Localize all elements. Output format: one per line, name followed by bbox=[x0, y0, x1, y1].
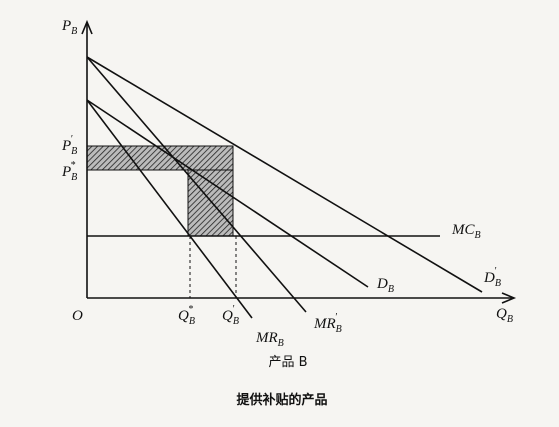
mr-prime bbox=[86, 56, 307, 313]
curve-label-sub: B bbox=[475, 230, 481, 241]
demand bbox=[86, 99, 369, 288]
quantity-label: QB′ bbox=[222, 304, 239, 327]
curve-label-sup: ′ bbox=[494, 266, 497, 277]
origin-label: O bbox=[72, 308, 83, 324]
curve-label: DB bbox=[376, 276, 394, 295]
price-label-sub: B bbox=[71, 146, 77, 157]
curve-label: MRB′ bbox=[313, 312, 342, 335]
x-axis-label: QB bbox=[496, 306, 513, 325]
quantity-label-base: Q bbox=[178, 308, 189, 324]
demand-prime bbox=[86, 56, 483, 293]
shaded-area bbox=[86, 145, 234, 237]
price-label-sup: ′ bbox=[70, 134, 73, 145]
curve-label-sup: ′ bbox=[335, 312, 338, 323]
price-label-base: P bbox=[61, 164, 71, 180]
caption: 产品 B bbox=[268, 355, 307, 370]
y-axis-label: PB bbox=[61, 18, 77, 37]
y-arrow bbox=[81, 19, 93, 35]
curve-label-base: D bbox=[376, 276, 388, 292]
price-label-sub: B bbox=[71, 172, 77, 183]
curve-label-sub: B bbox=[336, 324, 342, 335]
x-axis-label-sub: B bbox=[507, 314, 513, 325]
title: 提供补贴的产品 bbox=[236, 392, 327, 408]
curve-label-base: MR bbox=[255, 330, 278, 346]
quantity-label-sub: B bbox=[189, 316, 195, 327]
price-label-base: P bbox=[61, 138, 71, 154]
curve-label-base: D bbox=[483, 270, 495, 286]
curve-label-sub: B bbox=[495, 278, 501, 289]
mr bbox=[86, 99, 253, 319]
quantity-label-base: Q bbox=[222, 308, 233, 324]
quantity-label-sub: B bbox=[233, 316, 239, 327]
price-label: PB′ bbox=[61, 134, 77, 157]
curve-label-base: MC bbox=[451, 222, 475, 238]
curve-label: MRB bbox=[255, 330, 284, 349]
curve-label-sub: B bbox=[278, 338, 284, 349]
curve-label-base: MR bbox=[313, 316, 336, 332]
x-arrow bbox=[501, 292, 517, 304]
y-axis-label-sub: B bbox=[71, 26, 77, 37]
y-axis-label-base: P bbox=[61, 18, 71, 34]
curve-label: DB′ bbox=[483, 266, 501, 289]
curve-label-sub: B bbox=[388, 284, 394, 295]
price-label-sup: * bbox=[70, 160, 75, 171]
price-label: PB* bbox=[61, 160, 77, 183]
x-axis-label-base: Q bbox=[496, 306, 507, 322]
quantity-label-sup: ′ bbox=[232, 304, 235, 315]
quantity-label-sup: * bbox=[188, 304, 193, 315]
quantity-label: QB* bbox=[178, 304, 195, 327]
curve-label: MCB bbox=[451, 222, 481, 241]
